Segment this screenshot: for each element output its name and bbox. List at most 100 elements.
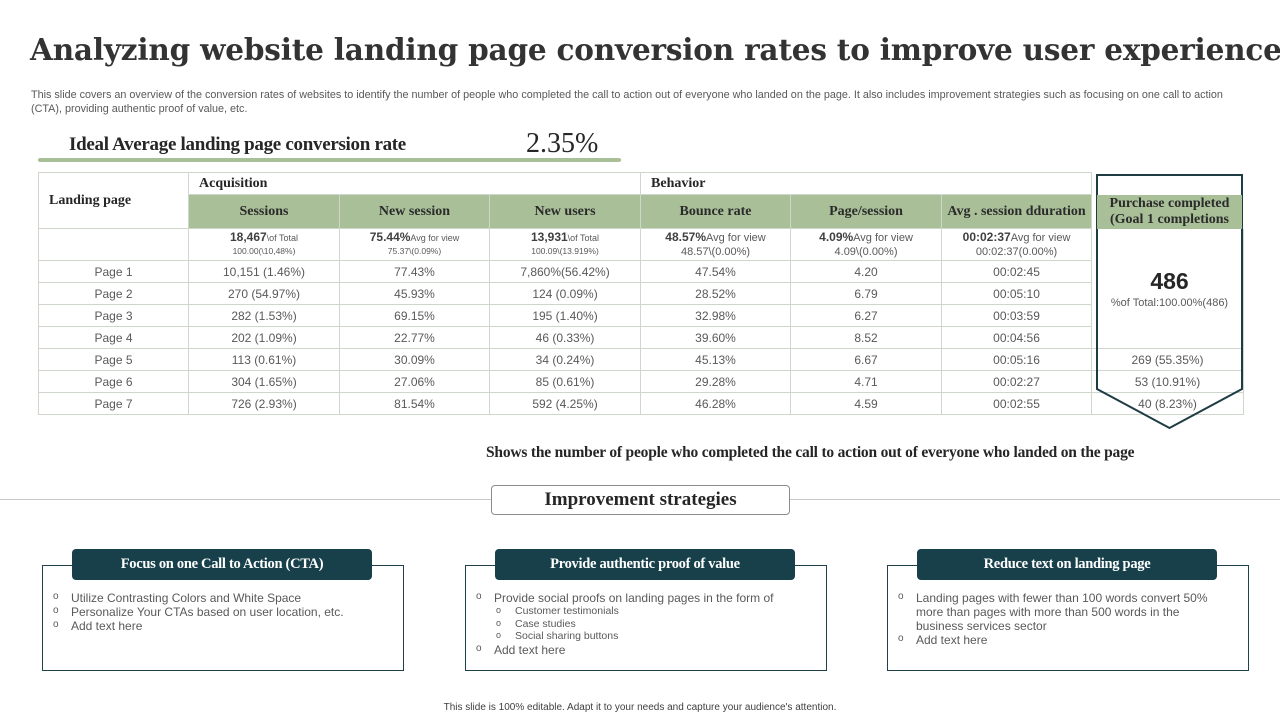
- table-cell: 00:04:56: [941, 326, 1093, 349]
- summary-blank: [38, 228, 189, 261]
- ideal-rate-label: Ideal Average landing page conversion ra…: [69, 134, 406, 155]
- ideal-underline: [38, 158, 621, 162]
- table-cell: 77.43%: [339, 260, 490, 283]
- table-cell: 00:05:16: [941, 348, 1093, 371]
- page-name-cell: Page 5: [38, 348, 189, 371]
- strategy-card-proof-title: Provide authentic proof of value: [495, 549, 795, 580]
- cta-description: Shows the number of people who completed…: [486, 444, 1135, 461]
- summary-cell: 00:02:37Avg for view 00:02:37(0.00%): [941, 228, 1093, 261]
- summary-cell: 18,467\of Total 100.00(\10,48%): [188, 228, 340, 261]
- table-cell: 124 (0.09%): [488, 282, 642, 305]
- column-header-new-users: New users: [488, 194, 642, 229]
- footer-note: This slide is 100% editable. Adapt it to…: [443, 702, 837, 713]
- table-cell: 726 (2.93%): [188, 392, 340, 415]
- sub-list-item: Customer testimonials: [476, 604, 806, 618]
- table-cell: 6.79: [790, 282, 943, 305]
- table-cell: 7,860%(56.42%): [488, 260, 642, 283]
- landing-page-header: Landing page: [38, 172, 189, 229]
- table-cell: 00:02:27: [941, 370, 1093, 393]
- acquisition-header: Acquisition: [187, 172, 642, 195]
- table-row: Page 2 270 (54.97%) 45.93% 124 (0.09%) 28.52…: [38, 282, 1245, 305]
- purchase-cell: 53 (10.91%): [1091, 370, 1245, 393]
- page-name-cell: Page 7: [38, 392, 189, 415]
- table-row: Page 7 726 (2.93%) 81.54% 592 (4.25%) 46.28%…: [38, 392, 1245, 415]
- table-cell: 8.52: [790, 326, 943, 349]
- list-item: Landing pages with fewer than 100 words …: [898, 590, 1228, 633]
- table-cell: 22.77%: [339, 326, 490, 349]
- strategy-card-proof: Provide social proofs on landing pages i…: [465, 565, 827, 671]
- strategy-card-cta: Utilize Contrasting Colors and White Spa…: [42, 565, 404, 671]
- table-cell: 00:02:55: [941, 392, 1093, 415]
- ideal-rate-value: 2.35%: [526, 128, 599, 159]
- column-header-bounce-rate: Bounce rate: [640, 194, 792, 229]
- purchase-total-subtext: %of Total:100.00%(486): [1110, 297, 1229, 309]
- summary-cell: 48.57%Avg for view 48.57\(0.00%): [640, 228, 792, 261]
- list-item: Provide social proofs on landing pages i…: [476, 590, 806, 605]
- page-name-cell: Page 1: [38, 260, 189, 283]
- purchase-cell: 269 (55.35%): [1091, 348, 1245, 371]
- list-item: Personalize Your CTAs based on user loca…: [53, 604, 383, 619]
- table-cell: 6.27: [790, 304, 943, 327]
- column-header-sessions: Sessions: [188, 194, 340, 229]
- table-cell: 270 (54.97%): [188, 282, 340, 305]
- table-cell: 304 (1.65%): [188, 370, 340, 393]
- table-cell: 47.54%: [640, 260, 792, 283]
- table-cell: 45.93%: [339, 282, 490, 305]
- summary-cell: 75.44%Avg for view 75.37\(0.09%): [339, 228, 490, 261]
- table-cell: 81.54%: [339, 392, 490, 415]
- sub-list-item: Social sharing buttons: [476, 629, 806, 643]
- conversion-table-wrap: Landing page Acquisition Behavior Sessio…: [38, 172, 1245, 415]
- table-row: Page 5 113 (0.61%) 30.09% 34 (0.24%) 45.13% 6…: [38, 348, 1245, 371]
- purchase-total-value: 486: [1150, 268, 1189, 294]
- table-cell: 45.13%: [640, 348, 792, 371]
- table-cell: 4.59: [790, 392, 943, 415]
- table-cell: 4.20: [790, 260, 943, 283]
- slide-subtitle: This slide covers an overview of the con…: [31, 89, 1223, 115]
- table-cell: 32.98%: [640, 304, 792, 327]
- table-cell: 28.52%: [640, 282, 792, 305]
- strategy-card-reduce-text-title: Reduce text on landing page: [917, 549, 1217, 580]
- column-header-avg-duration: Avg . session dduration: [941, 194, 1093, 229]
- table-cell: 10,151 (1.46%): [188, 260, 340, 283]
- page-name-cell: Page 4: [38, 326, 189, 349]
- table-cell: 00:03:59: [941, 304, 1093, 327]
- column-header-new-session: New session: [339, 194, 490, 229]
- list-item: Utilize Contrasting Colors and White Spa…: [53, 590, 383, 605]
- table-cell: 27.06%: [339, 370, 490, 393]
- behavior-header: Behavior: [640, 172, 1093, 195]
- table-cell: 113 (0.61%): [188, 348, 340, 371]
- table-cell: 592 (4.25%): [488, 392, 642, 415]
- table-cell: 85 (0.61%): [488, 370, 642, 393]
- page-name-cell: Page 3: [38, 304, 189, 327]
- table-row: Page 6 304 (1.65%) 27.06% 85 (0.61%) 29.28% 4…: [38, 370, 1245, 393]
- sub-list-item: Case studies: [476, 617, 806, 631]
- purchase-cell: [1091, 326, 1245, 349]
- list-item: Add text here: [53, 618, 383, 633]
- conversion-table: Landing page Acquisition Behavior Sessio…: [38, 172, 1245, 415]
- table-cell: 29.28%: [640, 370, 792, 393]
- table-row: Page 4 202 (1.09%) 22.77% 46 (0.33%) 39.60% 8…: [38, 326, 1245, 349]
- list-item: Add text here: [476, 642, 806, 657]
- improvement-strategies-title: Improvement strategies: [491, 485, 790, 515]
- summary-row: 18,467\of Total 100.00(\10,48%) 75.44%Avg…: [38, 228, 1245, 261]
- page-name-cell: Page 6: [38, 370, 189, 393]
- table-cell: 34 (0.24%): [488, 348, 642, 371]
- purchase-cell: 40 (8.23%): [1091, 392, 1245, 415]
- table-cell: 00:02:45: [941, 260, 1093, 283]
- page-name-cell: Page 2: [38, 282, 189, 305]
- list-item: Add text here: [898, 632, 1228, 647]
- table-cell: 46.28%: [640, 392, 792, 415]
- summary-cell: 4.09%Avg for view 4.09\(0.00%): [790, 228, 943, 261]
- table-cell: 4.71: [790, 370, 943, 393]
- purchase-completed-header: Purchase completed (Goal 1 completions: [1097, 195, 1242, 229]
- table-cell: 39.60%: [640, 326, 792, 349]
- strategy-card-reduce-text: Landing pages with fewer than 100 words …: [887, 565, 1249, 671]
- summary-cell: 13,931\of Total 100.09\(13.919%): [488, 228, 642, 261]
- table-cell: 282 (1.53%): [188, 304, 340, 327]
- table-row: Page 3 282 (1.53%) 69.15% 195 (1.40%) 32.98%…: [38, 304, 1245, 327]
- slide-title: Analyzing website landing page conversio…: [30, 32, 1280, 67]
- table-row: Page 1 10,151 (1.46%) 77.43% 7,860%(56.42%)…: [38, 260, 1245, 283]
- table-cell: 202 (1.09%): [188, 326, 340, 349]
- purchase-blank: [1091, 228, 1245, 261]
- table-cell: 69.15%: [339, 304, 490, 327]
